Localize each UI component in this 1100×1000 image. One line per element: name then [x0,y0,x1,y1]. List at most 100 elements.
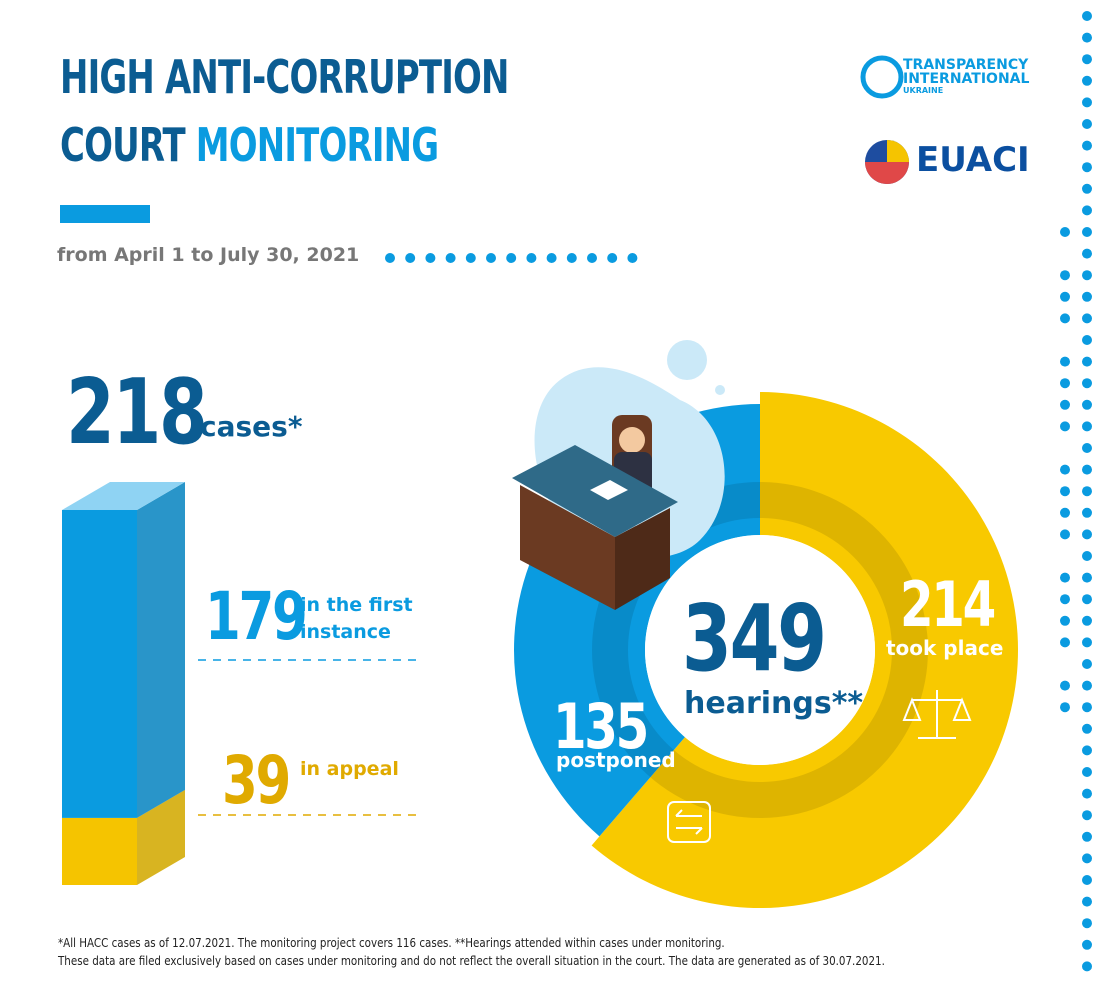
euaci-logo: EUACI [916,140,1030,180]
dot [1082,183,1092,194]
dot [1060,680,1070,691]
dot [1082,659,1092,669]
inner-ring [592,482,928,818]
shade [137,482,185,818]
dot [1082,32,1092,43]
dot [1082,119,1092,129]
dot [1060,594,1070,605]
desk-side [615,508,670,610]
dot [1060,529,1070,540]
dot [465,253,476,263]
dot [1082,140,1092,151]
dot [1082,270,1092,281]
dot [445,253,456,263]
dot [1082,162,1092,173]
dot [1082,486,1092,497]
dot [546,253,557,263]
swap-icon [675,809,703,835]
ti-emblem [860,55,904,99]
dot [1060,356,1070,367]
dot [1082,723,1092,734]
dot [1082,507,1092,518]
hearings-total: 349 [682,585,827,692]
dot [1082,745,1092,756]
dot [1082,637,1092,648]
dot [1082,11,1092,21]
dot [1060,637,1070,648]
bar-segment-side [137,482,185,818]
dot [1082,335,1092,345]
bar-top [62,482,185,510]
accent-bar [60,205,150,223]
dot [1082,810,1092,821]
period: from April 1 to July 30, 2021 [57,244,360,266]
dot [1082,356,1092,367]
dot [1060,572,1070,583]
dot [1060,313,1070,324]
dot [1082,702,1092,713]
dot [486,253,496,263]
dot [1082,551,1092,561]
euaci-emblem [865,162,909,184]
dot [1082,831,1092,842]
dot [1082,594,1092,605]
dot [1082,939,1092,950]
dot [506,253,517,263]
part-label: in appeal [300,758,399,780]
title: COURT MONITORING [60,118,439,172]
title-part: COURT [60,118,186,172]
part-value: 135 [553,690,649,763]
dot [1082,97,1092,108]
dot [526,253,537,263]
judge-head [619,427,645,453]
dot [1060,227,1070,237]
dot [1082,961,1092,972]
donut-hole [645,535,875,765]
euaci-emblem [887,140,909,162]
dot [1060,615,1070,626]
shade [137,789,185,885]
dot [607,253,618,263]
footnote: *All HACC cases as of 12.07.2021. The mo… [58,936,725,950]
part-label: took place [886,636,1004,660]
dot [1082,853,1092,864]
bubble [667,340,707,380]
title-part: MONITORING [195,118,439,172]
dot [587,253,597,263]
footnote: These data are filed exclusively based o… [58,954,885,968]
dot [627,253,638,263]
logo-text: UKRAINE [903,86,944,95]
dot [1060,464,1070,475]
cases-total: 218 [66,360,208,465]
dot [1082,227,1092,237]
dot [1082,918,1092,929]
dot [1082,680,1092,691]
dot [1082,399,1092,410]
part-value: 214 [900,568,996,641]
dot [1082,54,1092,65]
ti-logo: TRANSPARENCY INTERNATIONAL UKRAINE [903,58,1029,95]
bubble [715,385,725,395]
dot [1060,702,1070,713]
dot [1082,421,1092,432]
dot [1082,313,1092,324]
dot [1060,378,1070,389]
dot [425,253,436,263]
dot [1082,378,1092,389]
dot [385,253,395,263]
dot [1082,767,1092,777]
dot [1060,421,1070,432]
bar-segment-side [137,789,185,885]
desk-front [520,485,615,610]
dot [1082,788,1092,799]
logo-text: INTERNATIONAL [903,71,1030,87]
dot [1082,896,1092,907]
dot [1082,615,1092,626]
dot [1082,291,1092,302]
hearings-label: hearings** [684,686,864,721]
donut-segment [591,392,1019,909]
dot [1082,205,1092,216]
dot [405,253,416,263]
